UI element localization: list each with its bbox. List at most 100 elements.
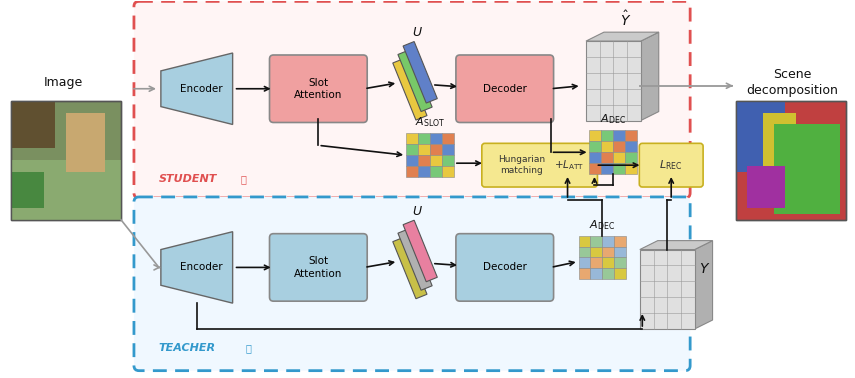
Bar	[406, 133, 418, 144]
Bar	[442, 144, 454, 155]
Bar	[613, 130, 625, 141]
FancyBboxPatch shape	[640, 143, 703, 187]
Bar	[747, 166, 786, 208]
Bar	[603, 257, 615, 268]
FancyBboxPatch shape	[134, 2, 690, 198]
Text: Decoder: Decoder	[483, 84, 527, 94]
Text: $A_{\mathrm{DEC}}$: $A_{\mathrm{DEC}}$	[600, 113, 627, 127]
FancyBboxPatch shape	[134, 197, 690, 371]
Bar	[579, 246, 591, 257]
FancyBboxPatch shape	[456, 234, 553, 301]
Bar	[406, 155, 418, 166]
Text: $U$: $U$	[411, 26, 422, 39]
Text: TEACHER: TEACHER	[159, 343, 216, 353]
Bar	[11, 101, 56, 148]
Bar	[579, 257, 591, 268]
Bar	[736, 101, 846, 220]
Bar	[11, 101, 121, 220]
FancyBboxPatch shape	[482, 143, 598, 187]
Polygon shape	[392, 237, 427, 299]
Bar	[418, 144, 430, 155]
Polygon shape	[398, 229, 432, 290]
Text: Decoder: Decoder	[483, 262, 527, 273]
Polygon shape	[161, 53, 233, 124]
Text: Hungarian
matching: Hungarian matching	[498, 155, 545, 175]
Text: $U$: $U$	[411, 205, 422, 218]
Text: $+L_{\mathrm{ATT}}$: $+L_{\mathrm{ATT}}$	[554, 158, 585, 172]
Polygon shape	[586, 32, 658, 41]
Text: Scene
decomposition: Scene decomposition	[746, 68, 838, 97]
Bar	[615, 257, 627, 268]
Bar	[601, 141, 613, 152]
Bar	[589, 152, 601, 163]
Bar	[603, 246, 615, 257]
Bar	[736, 101, 786, 172]
Bar	[589, 141, 601, 152]
Bar	[613, 141, 625, 152]
Bar	[589, 163, 601, 174]
Bar	[591, 257, 603, 268]
Bar	[430, 166, 442, 177]
Bar	[66, 113, 104, 172]
Bar	[625, 141, 637, 152]
Bar	[601, 163, 613, 174]
Bar	[615, 235, 627, 246]
Bar	[625, 130, 637, 141]
Bar	[615, 268, 627, 279]
Polygon shape	[403, 220, 437, 282]
Bar	[586, 41, 640, 121]
Polygon shape	[392, 59, 427, 120]
Bar	[442, 133, 454, 144]
Bar	[418, 155, 430, 166]
Text: $A_{\mathrm{SLOT}}$: $A_{\mathrm{SLOT}}$	[415, 116, 445, 129]
Text: Slot
Attention: Slot Attention	[294, 256, 343, 279]
FancyBboxPatch shape	[456, 55, 553, 122]
Bar	[615, 246, 627, 257]
Polygon shape	[694, 241, 712, 329]
Bar	[589, 130, 601, 141]
Bar	[418, 133, 430, 144]
Text: STUDENT: STUDENT	[159, 174, 217, 184]
Bar	[418, 166, 430, 177]
Bar	[625, 163, 637, 174]
Bar	[579, 268, 591, 279]
FancyBboxPatch shape	[269, 234, 367, 301]
Bar	[442, 155, 454, 166]
Bar	[406, 166, 418, 177]
Polygon shape	[640, 32, 658, 121]
FancyBboxPatch shape	[269, 55, 367, 122]
Bar	[406, 144, 418, 155]
Bar	[591, 235, 603, 246]
Bar	[625, 152, 637, 163]
Text: Encoder: Encoder	[180, 262, 223, 273]
Bar	[603, 235, 615, 246]
Text: Image: Image	[44, 76, 83, 89]
Bar	[430, 155, 442, 166]
Bar	[11, 101, 121, 220]
Bar	[764, 113, 796, 172]
Bar	[430, 144, 442, 155]
Bar	[603, 268, 615, 279]
Bar	[579, 235, 591, 246]
Bar	[736, 101, 846, 220]
Text: Encoder: Encoder	[180, 84, 223, 94]
Bar	[601, 130, 613, 141]
Polygon shape	[640, 241, 712, 249]
Bar	[430, 133, 442, 144]
Text: 🔒: 🔒	[245, 343, 251, 353]
Bar	[613, 152, 625, 163]
Text: $L_{\mathrm{REC}}$: $L_{\mathrm{REC}}$	[659, 158, 683, 172]
Polygon shape	[403, 42, 437, 103]
Text: 🔒: 🔒	[240, 174, 246, 184]
Bar	[11, 172, 44, 208]
Bar	[11, 160, 121, 220]
Text: $\hat{Y}$: $\hat{Y}$	[620, 10, 631, 29]
Bar	[775, 124, 840, 214]
Text: Slot
Attention: Slot Attention	[294, 77, 343, 100]
Bar	[442, 166, 454, 177]
Polygon shape	[161, 232, 233, 303]
Bar	[640, 249, 694, 329]
Text: $A_{\mathrm{DEC}}$: $A_{\mathrm{DEC}}$	[589, 218, 616, 232]
Text: $Y$: $Y$	[699, 262, 711, 276]
Bar	[591, 246, 603, 257]
